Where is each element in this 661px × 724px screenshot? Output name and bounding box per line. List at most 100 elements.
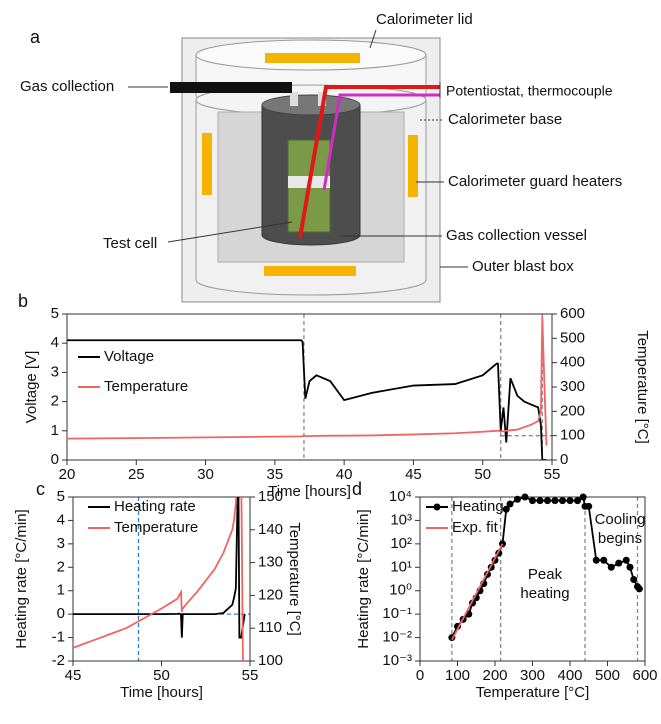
- y-tick-label: 4: [51, 334, 59, 351]
- series-line: [73, 464, 245, 677]
- x-tick-label: 100: [445, 667, 470, 684]
- x-tick-label: 45: [65, 667, 82, 684]
- y-tick-label: 3: [57, 535, 65, 552]
- x-tick-label: 40: [336, 466, 353, 483]
- y-tick-label: 3: [51, 363, 59, 380]
- y-tick-label: -2: [52, 652, 65, 669]
- x-tick-label: 20: [59, 466, 76, 483]
- marker: [499, 540, 506, 547]
- marker: [522, 494, 529, 501]
- y-tick-label: 10⁻¹: [382, 605, 412, 622]
- y-tick-label: 10³: [390, 511, 412, 528]
- y-axis-label: Heating rate [°C/min]: [355, 509, 372, 648]
- x-tick-label: 35: [267, 466, 284, 483]
- legend-marker: [434, 504, 441, 511]
- x-tick-label: 30: [197, 466, 214, 483]
- y-tick-label: 10⁰: [389, 582, 412, 599]
- x-tick-label: 600: [632, 667, 657, 684]
- y2-tick-label: 110: [258, 619, 282, 636]
- label: Test cell: [103, 235, 157, 252]
- marker: [593, 557, 600, 564]
- y2-tick-label: 200: [560, 402, 585, 419]
- legend-label: Temperature: [114, 519, 198, 536]
- marker: [608, 564, 615, 571]
- marker: [529, 497, 536, 504]
- legend-label: Heating: [452, 498, 504, 515]
- legend-label: Heating rate: [114, 498, 196, 515]
- x-tick-label: 200: [482, 667, 507, 684]
- y2-tick-label: 400: [560, 354, 585, 371]
- panel-label: d: [352, 479, 362, 499]
- x-axis-label: Time [hours]: [120, 684, 203, 701]
- legend-label: Exp. fit: [452, 519, 499, 536]
- y-tick-label: 10²: [390, 535, 412, 552]
- x-tick-label: 300: [520, 667, 545, 684]
- diagram: a Calorimeter lid Gas collection Potenti…: [20, 11, 622, 302]
- label: Gas collection vessel: [446, 227, 587, 244]
- y-tick-label: 1: [57, 582, 65, 599]
- heater: [408, 135, 418, 197]
- label: Calorimeter base: [448, 111, 562, 128]
- marker: [627, 564, 634, 571]
- label: Outer blast box: [472, 258, 574, 275]
- y2-tick-label: 100: [258, 652, 283, 669]
- x-tick-label: 500: [595, 667, 620, 684]
- label: Calorimeter lid: [376, 11, 473, 28]
- y2-tick-label: 600: [560, 305, 585, 322]
- legend-label: Temperature: [104, 378, 188, 395]
- panel-label: c: [36, 479, 45, 499]
- marker: [507, 501, 514, 508]
- heater: [265, 53, 360, 63]
- marker: [552, 497, 559, 504]
- marker: [585, 503, 592, 510]
- y-tick-label: 1: [51, 422, 59, 439]
- y2-tick-label: 300: [560, 378, 585, 395]
- annotation: Peak: [528, 566, 563, 583]
- marker: [636, 585, 643, 592]
- marker: [544, 497, 551, 504]
- series-line: [452, 544, 503, 640]
- label: Calorimeter guard heaters: [448, 173, 622, 190]
- y-tick-label: 5: [57, 488, 65, 505]
- port: [290, 92, 298, 106]
- label: Gas collection: [20, 78, 114, 95]
- marker: [623, 557, 630, 564]
- y-tick-label: 0: [57, 605, 65, 622]
- y-tick-label: 2: [51, 393, 59, 410]
- y-tick-label: 10¹: [390, 558, 412, 575]
- x-tick-label: 50: [153, 667, 170, 684]
- x-tick-label: 400: [557, 667, 582, 684]
- y-tick-label: 5: [51, 305, 59, 322]
- marker: [559, 497, 566, 504]
- y-tick-label: 0: [51, 451, 59, 468]
- x-tick-label: 55: [242, 667, 259, 684]
- y2-tick-label: 130: [258, 554, 283, 571]
- y-axis-label: Voltage [V]: [23, 351, 40, 424]
- x-axis-label: Temperature [°C]: [476, 684, 590, 701]
- vessel-top: [262, 95, 360, 115]
- x-tick-label: 50: [474, 466, 491, 483]
- legend-label: Voltage: [104, 348, 154, 365]
- y2-tick-label: 120: [258, 586, 283, 603]
- marker: [567, 497, 574, 504]
- x-tick-label: 45: [405, 466, 422, 483]
- panel-label: a: [30, 27, 41, 47]
- y2-tick-label: 0: [560, 451, 568, 468]
- marker: [600, 557, 607, 564]
- y2-tick-label: 140: [258, 521, 283, 538]
- y-tick-label: 10⁻³: [382, 652, 412, 669]
- marker: [514, 496, 521, 503]
- label: Potentiostat, thermocouple: [446, 83, 613, 99]
- marker: [537, 497, 544, 504]
- marker: [615, 560, 622, 567]
- y2-tick-label: 150: [258, 488, 283, 505]
- y2-axis-label: Temperature [°C]: [286, 522, 303, 636]
- y2-axis-label: Temperature [°C]: [634, 330, 651, 444]
- y-axis-label: Heating rate [°C/min]: [13, 509, 30, 648]
- panel-label: b: [18, 291, 28, 311]
- y-tick-label: 4: [57, 511, 65, 528]
- figure: a Calorimeter lid Gas collection Potenti…: [0, 0, 661, 724]
